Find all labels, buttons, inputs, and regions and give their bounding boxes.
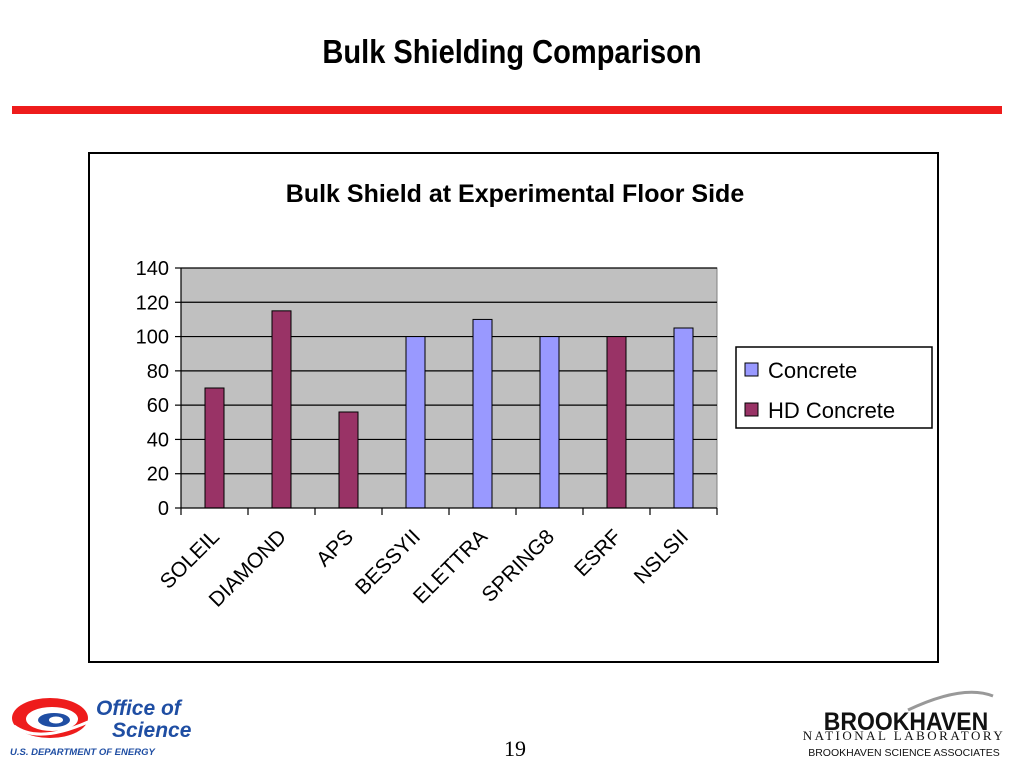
legend: Concrete HD Concrete: [735, 346, 933, 429]
logo-brookhaven: BROOKHAVEN: [823, 708, 989, 736]
slide-title: Bulk Shielding Comparison: [322, 33, 702, 70]
x-tick-label-nslsii: NSLSII: [630, 525, 693, 588]
logo-national-laboratory: NATIONAL LABORATORY: [802, 728, 1006, 743]
bar-elettra: [472, 318, 493, 509]
plot-area: [180, 267, 718, 509]
doe-office-of-science-logo: Office of Science U.S. DEPARTMENT OF ENE…: [10, 697, 192, 758]
y-tick-labels: 0 20 40 60 80 100 120 140: [136, 258, 169, 520]
y-tick-label: 40: [147, 429, 169, 451]
x-tick-label-spring8: SPRING8: [478, 525, 559, 606]
brookhaven-logo: BROOKHAVEN NATIONAL LABORATORY BROOKHAVE…: [788, 688, 1018, 766]
y-tick-label: 60: [147, 395, 169, 417]
logo-science-associates: BROOKHAVEN SCIENCE ASSOCIATES: [808, 747, 1000, 759]
bar-nslsii: [673, 327, 694, 509]
x-tick-label-elettra: ELETTRA: [409, 525, 492, 608]
title-divider: [12, 106, 1002, 114]
legend-label-hd-concrete: HD Concrete: [768, 398, 895, 423]
doe-swirl-icon: [12, 698, 89, 738]
y-tick-label: 0: [158, 498, 169, 520]
y-tick-label: 140: [136, 258, 169, 280]
bar-chart: Bulk Shield at Experimental Floor Side 0…: [136, 180, 933, 612]
chart-title: Bulk Shield at Experimental Floor Side: [286, 180, 745, 208]
y-tick-label: 20: [147, 464, 169, 486]
logo-science: Science: [112, 719, 192, 742]
bar-bessyii: [405, 336, 426, 509]
office-of-science-logo: Office of Science U.S. DEPARTMENT OF ENE…: [8, 692, 218, 762]
y-tick-label: 120: [136, 292, 169, 314]
bar-soleil: [204, 387, 225, 509]
y-tick-label: 100: [136, 327, 169, 349]
chart-frame: Bulk Shield at Experimental Floor Side 0…: [88, 152, 939, 663]
axes: [175, 267, 718, 515]
legend-swatch-concrete: [744, 362, 759, 377]
x-tick-label-soleil: SOLEIL: [156, 525, 224, 593]
logo-office-of: Office of: [96, 697, 183, 720]
x-tick-label-esrf: ESRF: [570, 525, 626, 581]
x-tick-label-aps: APS: [312, 525, 358, 571]
legend-box: [735, 346, 933, 429]
brookhaven-swoosh-icon: [907, 690, 994, 712]
legend-swatch-hd-concrete: [744, 402, 759, 417]
bar-aps: [338, 411, 359, 509]
bar-diamond: [271, 310, 292, 509]
gridlines: [181, 267, 717, 475]
page-number: 19: [504, 736, 526, 761]
bars: [204, 310, 694, 509]
y-tick-label: 80: [147, 361, 169, 383]
logo-doe: U.S. DEPARTMENT OF ENERGY: [10, 747, 156, 758]
bar-spring8: [539, 336, 560, 509]
legend-label-concrete: Concrete: [768, 358, 857, 383]
bar-esrf: [606, 336, 627, 509]
